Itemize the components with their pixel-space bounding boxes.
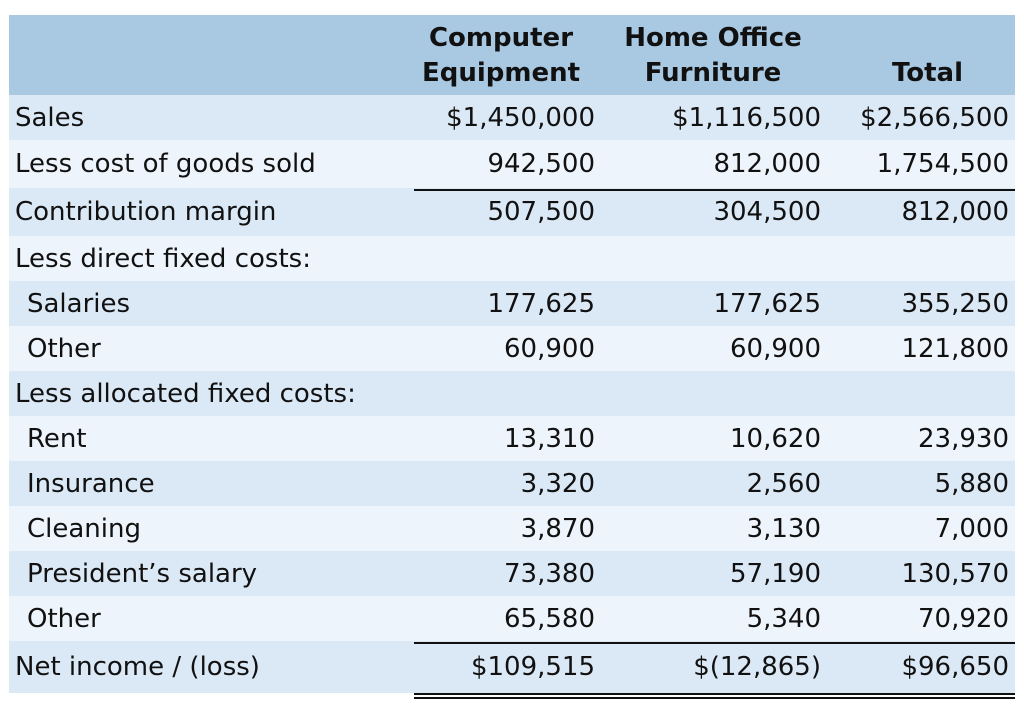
cell-total: 130,570 xyxy=(901,558,1009,589)
cell-computer-equipment: 942,500 xyxy=(402,140,600,191)
cell-computer-equipment xyxy=(402,236,600,281)
row-allocated-fixed-heading: Less allocated fixed costs: xyxy=(9,371,1015,416)
row-salaries: Salaries 177,625 177,625 355,250 xyxy=(9,281,1015,326)
header-total: Total xyxy=(891,58,963,88)
header-row: Computer Equipment Home Office Furniture… xyxy=(9,15,1015,95)
cell-home-office-furniture xyxy=(600,236,826,281)
row-allocated-other: Other 65,580 5,340 70,920 xyxy=(9,596,1015,644)
row-label: Net income / (loss) xyxy=(15,652,260,682)
cell-computer-equipment: 3,870 xyxy=(520,513,595,544)
cell-total: 1,754,500 xyxy=(822,140,1015,191)
header-computer-equipment: Computer Equipment xyxy=(402,15,600,95)
cell-home-office-furniture xyxy=(600,371,826,416)
cell-computer-equipment: $1,450,000 xyxy=(446,102,595,133)
row-direct-fixed-heading: Less direct fixed costs: xyxy=(9,236,1015,281)
cell-total xyxy=(826,371,1015,416)
cell-total: 121,800 xyxy=(901,333,1009,364)
cell-home-office-furniture: 177,625 xyxy=(713,288,821,319)
cell-computer-equipment: 13,310 xyxy=(504,423,595,454)
cell-home-office-furniture: 2,560 xyxy=(746,468,821,499)
row-label: President’s salary xyxy=(27,558,258,589)
cell-total xyxy=(826,236,1015,281)
cell-home-office-furniture: 304,500 xyxy=(713,197,821,227)
row-label: Less cost of goods sold xyxy=(15,149,316,179)
cell-total: $96,650 xyxy=(822,641,1015,699)
cell-home-office-furniture: $(12,865) xyxy=(596,641,826,699)
cell-computer-equipment: 65,580 xyxy=(402,596,600,644)
cell-total: 355,250 xyxy=(901,288,1009,319)
row-label: Less allocated fixed costs: xyxy=(15,378,356,409)
cell-home-office-furniture: 57,190 xyxy=(730,558,821,589)
header-blank xyxy=(9,15,402,95)
cell-computer-equipment: 60,900 xyxy=(504,333,595,364)
row-sales: Sales $1,450,000 $1,116,500 $2,566,500 xyxy=(9,95,1015,140)
cell-total: 5,880 xyxy=(934,468,1009,499)
segmented-income-statement: Computer Equipment Home Office Furniture… xyxy=(9,15,1015,699)
row-label: Cleaning xyxy=(27,513,141,544)
row-rent: Rent 13,310 10,620 23,930 xyxy=(9,416,1015,461)
cell-total: 70,920 xyxy=(822,596,1015,644)
cell-home-office-furniture: 812,000 xyxy=(596,140,826,191)
cell-computer-equipment: 3,320 xyxy=(520,468,595,499)
row-label: Sales xyxy=(15,102,85,133)
cell-home-office-furniture: 3,130 xyxy=(746,513,821,544)
row-direct-other: Other 60,900 60,900 121,800 xyxy=(9,326,1015,371)
cell-home-office-furniture: 5,340 xyxy=(596,596,826,644)
cell-computer-equipment: $109,515 xyxy=(402,641,600,699)
row-label: Less direct fixed costs: xyxy=(15,243,311,274)
row-label: Other xyxy=(27,603,101,634)
cell-total: $2,566,500 xyxy=(860,102,1009,133)
row-label: Rent xyxy=(27,423,87,454)
cell-computer-equipment xyxy=(402,371,600,416)
row-net-income: Net income / (loss) $109,515 $(12,865) $… xyxy=(9,641,1015,699)
header-computer-equipment-line1: Computer xyxy=(428,23,574,53)
cell-home-office-furniture: 60,900 xyxy=(730,333,821,364)
row-cogs: Less cost of goods sold 942,500 812,000 … xyxy=(9,140,1015,191)
header-computer-equipment-line2: Equipment xyxy=(421,58,581,88)
row-contribution-margin: Contribution margin 507,500 304,500 812,… xyxy=(9,188,1015,236)
cell-computer-equipment: 177,625 xyxy=(487,288,595,319)
cell-total: 812,000 xyxy=(901,197,1009,227)
row-label: Other xyxy=(27,333,101,364)
row-insurance: Insurance 3,320 2,560 5,880 xyxy=(9,461,1015,506)
cell-total: 23,930 xyxy=(918,423,1009,454)
header-home-office-furniture: Home Office Furniture xyxy=(600,15,826,95)
row-label: Insurance xyxy=(27,468,155,499)
header-home-office-furniture-line2: Furniture xyxy=(644,58,782,88)
row-presidents-salary: President’s salary 73,380 57,190 130,570 xyxy=(9,551,1015,596)
cell-home-office-furniture: 10,620 xyxy=(730,423,821,454)
cell-computer-equipment: 507,500 xyxy=(487,197,595,227)
row-label: Contribution margin xyxy=(15,197,277,227)
row-label: Salaries xyxy=(27,288,131,319)
header-home-office-furniture-line1: Home Office xyxy=(624,23,802,53)
income-table: Computer Equipment Home Office Furniture… xyxy=(9,15,1015,699)
cell-computer-equipment: 73,380 xyxy=(504,558,595,589)
cell-total: 7,000 xyxy=(934,513,1009,544)
row-cleaning: Cleaning 3,870 3,130 7,000 xyxy=(9,506,1015,551)
cell-home-office-furniture: $1,116,500 xyxy=(672,102,821,133)
